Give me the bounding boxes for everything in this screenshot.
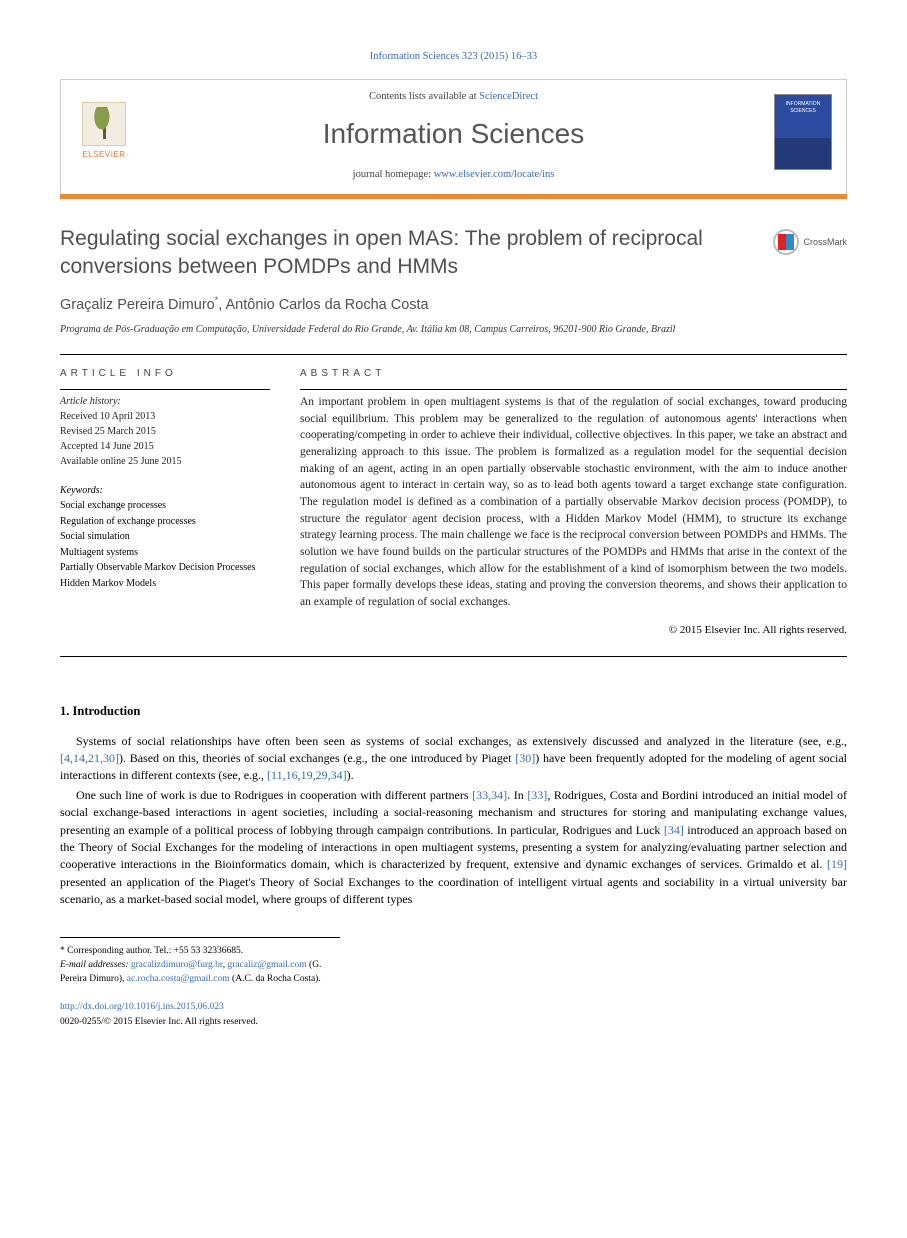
cover-title: INFORMATION SCIENCES: [775, 95, 831, 115]
crossmark-label: CrossMark: [803, 236, 847, 249]
journal-name: Information Sciences: [75, 114, 832, 153]
keywords-label: Keywords:: [60, 483, 270, 499]
text-run: ). Based on this, theories of social exc…: [119, 751, 515, 765]
affiliation: Programa de Pós-Graduação em Computação,…: [60, 323, 847, 336]
crossmark-icon: [773, 229, 799, 255]
article-title: Regulating social exchanges in open MAS:…: [60, 225, 847, 280]
revised-line: Revised 25 March 2015: [60, 424, 270, 439]
citation-link[interactable]: [4,14,21,30]: [60, 751, 119, 765]
elsevier-tree-icon: [82, 102, 126, 146]
keyword: Social simulation: [60, 529, 270, 545]
elsevier-logo[interactable]: ELSEVIER: [75, 102, 133, 170]
body-paragraph: One such line of work is due to Rodrigue…: [60, 787, 847, 909]
article-info-head: ARTICLE INFO: [60, 367, 270, 381]
horizontal-rule: [60, 354, 847, 355]
text-run: . In: [507, 788, 527, 802]
text-run: presented an application of the Piaget's…: [60, 875, 847, 906]
footnotes: * Corresponding author. Tel.: +55 53 323…: [60, 937, 340, 987]
email-line: E-mail addresses: gracalizdimuro@furg.br…: [60, 958, 340, 987]
author-1[interactable]: Graçaliz Pereira Dimuro: [60, 297, 215, 313]
info-abstract-row: ARTICLE INFO Article history: Received 1…: [60, 367, 847, 638]
homepage-link[interactable]: www.elsevier.com/locate/ins: [434, 169, 555, 180]
homepage-prefix: journal homepage:: [353, 169, 434, 180]
abstract-column: ABSTRACT An important problem in open mu…: [300, 367, 847, 638]
horizontal-rule: [60, 656, 847, 657]
article-page: Information Sciences 323 (2015) 16–33 EL…: [0, 0, 907, 1069]
citation-link[interactable]: [34]: [664, 823, 684, 837]
article-info-column: ARTICLE INFO Article history: Received 1…: [60, 367, 270, 638]
orange-divider: [60, 194, 847, 199]
citation-link[interactable]: [33,34]: [472, 788, 507, 802]
corresponding-author: * Corresponding author. Tel.: +55 53 323…: [60, 944, 340, 958]
issn-copyright: 0020-0255/© 2015 Elsevier Inc. All right…: [60, 1015, 847, 1029]
online-line: Available online 25 June 2015: [60, 454, 270, 469]
email-label: E-mail addresses:: [60, 960, 131, 970]
journal-header: ELSEVIER INFORMATION SCIENCES Contents l…: [60, 79, 847, 195]
keyword: Hidden Markov Models: [60, 576, 270, 592]
text-run: ).: [347, 768, 354, 782]
author-line: Graçaliz Pereira Dimuro*, Antônio Carlos…: [60, 294, 847, 315]
title-block: CrossMark Regulating social exchanges in…: [60, 225, 847, 336]
keyword: Regulation of exchange processes: [60, 514, 270, 530]
crossmark-badge[interactable]: CrossMark: [773, 229, 847, 255]
abstract-head: ABSTRACT: [300, 367, 847, 381]
citation-link[interactable]: [33]: [527, 788, 547, 802]
email-link[interactable]: ac.rocha.costa@gmail.com: [127, 974, 230, 984]
abstract-copyright: © 2015 Elsevier Inc. All rights reserved…: [300, 623, 847, 638]
received-line: Received 10 April 2013: [60, 409, 270, 424]
body-paragraph: Systems of social relationships have oft…: [60, 733, 847, 785]
doi-link[interactable]: http://dx.doi.org/10.1016/j.ins.2015.06.…: [60, 1002, 224, 1012]
introduction-section: 1. Introduction Systems of social relati…: [60, 703, 847, 908]
accepted-line: Accepted 14 June 2015: [60, 439, 270, 454]
journal-cover-thumbnail[interactable]: INFORMATION SCIENCES: [774, 94, 832, 170]
keywords-block: Keywords: Social exchange processes Regu…: [60, 483, 270, 592]
text-run: (A.C. da Rocha Costa).: [230, 974, 321, 984]
text-run: One such line of work is due to Rodrigue…: [76, 788, 472, 802]
history-label: Article history:: [60, 394, 270, 409]
text-run: Systems of social relationships have oft…: [76, 734, 847, 748]
footer-block: http://dx.doi.org/10.1016/j.ins.2015.06.…: [60, 1000, 847, 1029]
author-2[interactable]: Antônio Carlos da Rocha Costa: [226, 297, 429, 313]
article-history: Article history: Received 10 April 2013 …: [60, 389, 270, 469]
citation-link[interactable]: [11,16,19,29,34]: [267, 768, 347, 782]
keyword: Multiagent systems: [60, 545, 270, 561]
journal-homepage-line: journal homepage: www.elsevier.com/locat…: [75, 168, 832, 183]
citation-link[interactable]: [30]: [515, 751, 535, 765]
keyword: Social exchange processes: [60, 498, 270, 514]
abstract-text: An important problem in open multiagent …: [300, 389, 847, 611]
keyword: Partially Observable Markov Decision Pro…: [60, 560, 270, 576]
email-link[interactable]: gracalizdimuro@furg.br: [131, 960, 223, 970]
contents-line: Contents lists available at ScienceDirec…: [75, 90, 832, 105]
sciencedirect-link[interactable]: ScienceDirect: [479, 91, 538, 102]
citation-line: Information Sciences 323 (2015) 16–33: [60, 50, 847, 65]
citation-link[interactable]: [19]: [827, 857, 847, 871]
section-heading: 1. Introduction: [60, 703, 847, 721]
corr-marker: *: [215, 295, 219, 305]
email-link[interactable]: gracaliz@gmail.com: [227, 960, 306, 970]
elsevier-brand-label: ELSEVIER: [75, 149, 133, 160]
contents-prefix: Contents lists available at: [369, 91, 479, 102]
